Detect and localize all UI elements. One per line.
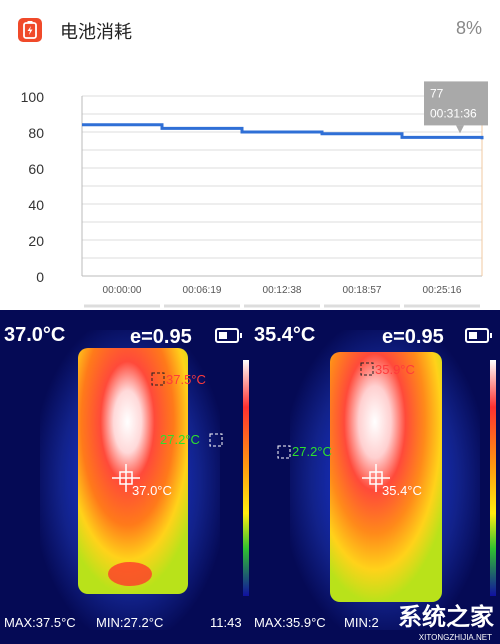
left-cold-spot-marker [209, 433, 223, 447]
watermark-url: XITONGZHIJIA.NET [418, 633, 492, 642]
left-cold-spot-label: 27.2°C [160, 432, 200, 447]
right-min-temp: MIN:2 [344, 615, 379, 630]
watermark-logo: 系统之家 [398, 603, 494, 631]
left-hot-spot-marker [151, 372, 165, 386]
left-center-spot-label: 37.0°C [132, 483, 172, 498]
left-min-temp: MIN:27.2°C [96, 615, 164, 630]
chart-axes: 100 80 60 40 20 0 00:00:00 00:06:19 00:12:38 00:1… [21, 89, 483, 308]
tooltip-pointer [456, 125, 464, 134]
battery-level-line [82, 123, 484, 140]
y-tick-label: 60 [28, 161, 44, 177]
left-center-temp: 37.0°C [4, 324, 66, 346]
left-max-temp: MAX:37.5°C [4, 615, 76, 630]
x-tick-label: 00:06:19 [183, 285, 222, 296]
x-tick-label: 00:18:57 [343, 285, 382, 296]
left-emissivity: e=0.95 [130, 326, 192, 348]
right-cold-spot-marker [277, 445, 291, 459]
chart-tooltip: 77 00:31:36 [424, 81, 488, 134]
battery-usage-percent: 8% [455, 18, 482, 38]
right-hot-spot-label: 35.9°C [375, 362, 415, 377]
x-tick-label: 00:12:38 [263, 285, 302, 296]
battery-bolt-icon [18, 18, 42, 42]
left-time: 11:43 [210, 615, 242, 630]
y-tick-label: 0 [36, 269, 44, 285]
tooltip-time: 00:31:36 [430, 106, 477, 120]
right-color-scale [490, 360, 496, 596]
tooltip-value: 77 [430, 86, 444, 100]
x-tick-label: 00:00:00 [103, 285, 142, 296]
y-tick-label: 100 [21, 89, 45, 105]
right-emissivity: e=0.95 [382, 326, 444, 348]
y-tick-label: 20 [28, 233, 44, 249]
x-tick-label: 00:25:16 [423, 285, 462, 296]
right-battery-icon [465, 328, 492, 343]
page-title: 电池消耗 [60, 22, 132, 43]
left-color-scale [243, 360, 249, 596]
chart-series [81, 123, 484, 140]
right-center-temp: 35.4°C [254, 324, 316, 346]
battery-level-chart: 100 80 60 40 20 0 00:00:00 00:06:19 00:12:38 00:1… [21, 81, 488, 308]
right-center-crosshair [362, 464, 390, 492]
y-tick-label: 80 [28, 125, 44, 141]
right-thermal-phone [330, 352, 442, 602]
right-center-spot-label: 35.4°C [382, 483, 422, 498]
y-tick-label: 40 [28, 197, 44, 213]
left-battery-icon [215, 328, 242, 343]
left-hot-spot-label: 37.5°C [166, 372, 206, 387]
right-hot-spot-marker [360, 362, 374, 376]
chart-grid [82, 95, 482, 277]
app-header: 电池消耗 8% [0, 0, 500, 60]
thermal-images: 37.0°C e=0.95 37.5°C 27.2°C 37.0°C MAX:3… [0, 310, 500, 644]
tooltip-box [424, 81, 488, 126]
right-cold-spot-label: 27.2°C [292, 444, 332, 459]
left-center-crosshair [112, 464, 140, 492]
left-thermal-phone [78, 348, 188, 594]
right-max-temp: MAX:35.9°C [254, 615, 326, 630]
